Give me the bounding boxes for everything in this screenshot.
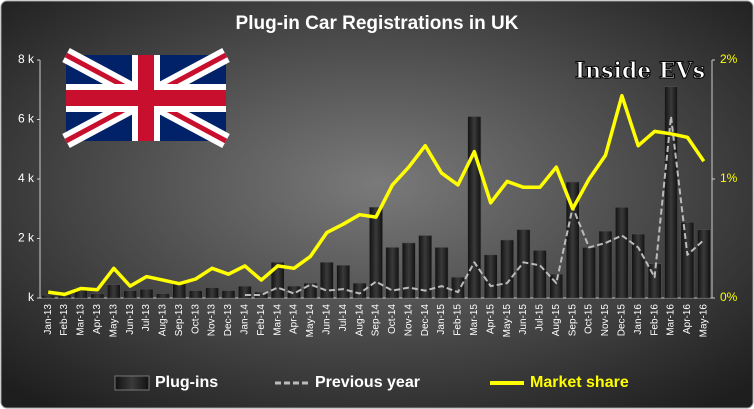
bar bbox=[41, 294, 56, 299]
x-tick-label: Apr-13 bbox=[92, 304, 103, 334]
x-tick-label: Oct-15 bbox=[584, 304, 595, 334]
bar bbox=[205, 287, 219, 299]
x-tick-label: Sep-13 bbox=[174, 304, 185, 337]
x-tick-label: Jul-14 bbox=[338, 304, 349, 332]
x-tick-label: Jun-15 bbox=[518, 304, 529, 335]
x-tick-label: Mar-14 bbox=[272, 304, 283, 336]
x-tick-label: May-16 bbox=[698, 304, 709, 338]
bar bbox=[696, 229, 711, 299]
x-tick-label: May-13 bbox=[108, 304, 119, 338]
legend-label: Market share bbox=[530, 374, 629, 391]
bar bbox=[352, 282, 367, 299]
x-tick-label: Aug-15 bbox=[551, 304, 562, 337]
uk-flag bbox=[62, 47, 230, 149]
y-tick-label: 4 k bbox=[18, 171, 35, 185]
annotation: Inside EVs bbox=[575, 58, 705, 84]
x-tick-label: Dec-13 bbox=[223, 304, 234, 337]
dashed-line bbox=[244, 115, 705, 296]
bar bbox=[582, 247, 596, 299]
bar bbox=[615, 207, 629, 299]
y-tick-label: 6 k bbox=[18, 112, 35, 126]
y2-tick-label: 2% bbox=[720, 52, 738, 66]
bar bbox=[647, 263, 662, 299]
x-tick-label: Jul-15 bbox=[535, 304, 546, 332]
bar bbox=[172, 281, 187, 299]
x-tick-label: Jan-15 bbox=[436, 304, 447, 335]
bar bbox=[385, 247, 400, 299]
bar bbox=[90, 293, 105, 299]
x-tick-label: Feb-13 bbox=[59, 304, 70, 336]
x-tick-label: Dec-14 bbox=[420, 304, 431, 337]
bar bbox=[336, 265, 351, 299]
bar bbox=[123, 290, 137, 299]
x-tick-label: Jul-13 bbox=[141, 304, 152, 332]
x-tick-label: Mar-16 bbox=[666, 304, 677, 336]
x-tick-label: Aug-13 bbox=[158, 304, 169, 337]
x-tick-label: May-15 bbox=[502, 304, 513, 338]
bar bbox=[680, 221, 695, 299]
bar bbox=[549, 273, 564, 299]
bar bbox=[598, 230, 613, 299]
bar bbox=[188, 290, 203, 299]
x-tick-label: Jan-16 bbox=[633, 304, 644, 335]
y-tick-label: 8 k bbox=[18, 52, 35, 66]
x-tick-label: Aug-14 bbox=[354, 304, 365, 337]
x-tick-label: Oct-14 bbox=[387, 304, 398, 334]
y2-tick-label: 0% bbox=[720, 290, 738, 304]
bar bbox=[369, 207, 383, 299]
x-tick-label: Oct-13 bbox=[190, 304, 201, 334]
bar bbox=[238, 285, 252, 299]
bar bbox=[516, 229, 531, 299]
x-tick-label: Nov-13 bbox=[207, 304, 218, 337]
bar bbox=[139, 288, 154, 299]
x-tick-label: Feb-16 bbox=[649, 304, 660, 336]
bar bbox=[451, 276, 465, 299]
x-tick-label: Jan-14 bbox=[240, 304, 251, 335]
x-tick-label: Dec-15 bbox=[616, 304, 627, 337]
y2-tick-label: 1% bbox=[720, 171, 738, 185]
legend-swatch bbox=[114, 375, 150, 391]
x-tick-label: Apr-15 bbox=[485, 304, 496, 334]
bar bbox=[533, 250, 547, 299]
x-tick-label: Mar-13 bbox=[76, 304, 87, 336]
bar bbox=[106, 284, 121, 299]
x-tick-label: Jun-14 bbox=[321, 304, 332, 335]
x-tick-label: Nov-15 bbox=[600, 304, 611, 337]
bar bbox=[434, 247, 449, 299]
x-tick-label: May-14 bbox=[305, 304, 316, 338]
bar bbox=[500, 239, 514, 299]
x-tick-label: Apr-16 bbox=[682, 304, 693, 334]
x-tick-label: Jan-13 bbox=[43, 304, 54, 335]
legend-label: Previous year bbox=[315, 374, 420, 391]
chart-title: Plug-in Car Registrations in UK bbox=[236, 13, 519, 34]
bar bbox=[156, 293, 170, 299]
y-tick-label: k bbox=[28, 290, 35, 304]
x-tick-label: Sep-15 bbox=[567, 304, 578, 337]
x-tick-label: Apr-14 bbox=[289, 304, 300, 334]
x-tick-label: Jun-13 bbox=[125, 304, 136, 335]
x-tick-label: Feb-15 bbox=[453, 304, 464, 336]
line bbox=[47, 93, 706, 297]
y-tick-label: 2 k bbox=[18, 231, 35, 245]
bar bbox=[418, 235, 432, 299]
bar bbox=[221, 290, 236, 299]
x-tick-label: Mar-15 bbox=[469, 304, 480, 336]
x-tick-label: Feb-14 bbox=[256, 304, 267, 336]
x-tick-label: Sep-14 bbox=[371, 304, 382, 337]
legend-label: Plug-ins bbox=[155, 374, 218, 391]
bar bbox=[320, 262, 334, 299]
bar bbox=[631, 233, 646, 299]
bar bbox=[401, 242, 416, 299]
bar bbox=[483, 254, 498, 299]
x-tick-label: Nov-14 bbox=[403, 304, 414, 337]
